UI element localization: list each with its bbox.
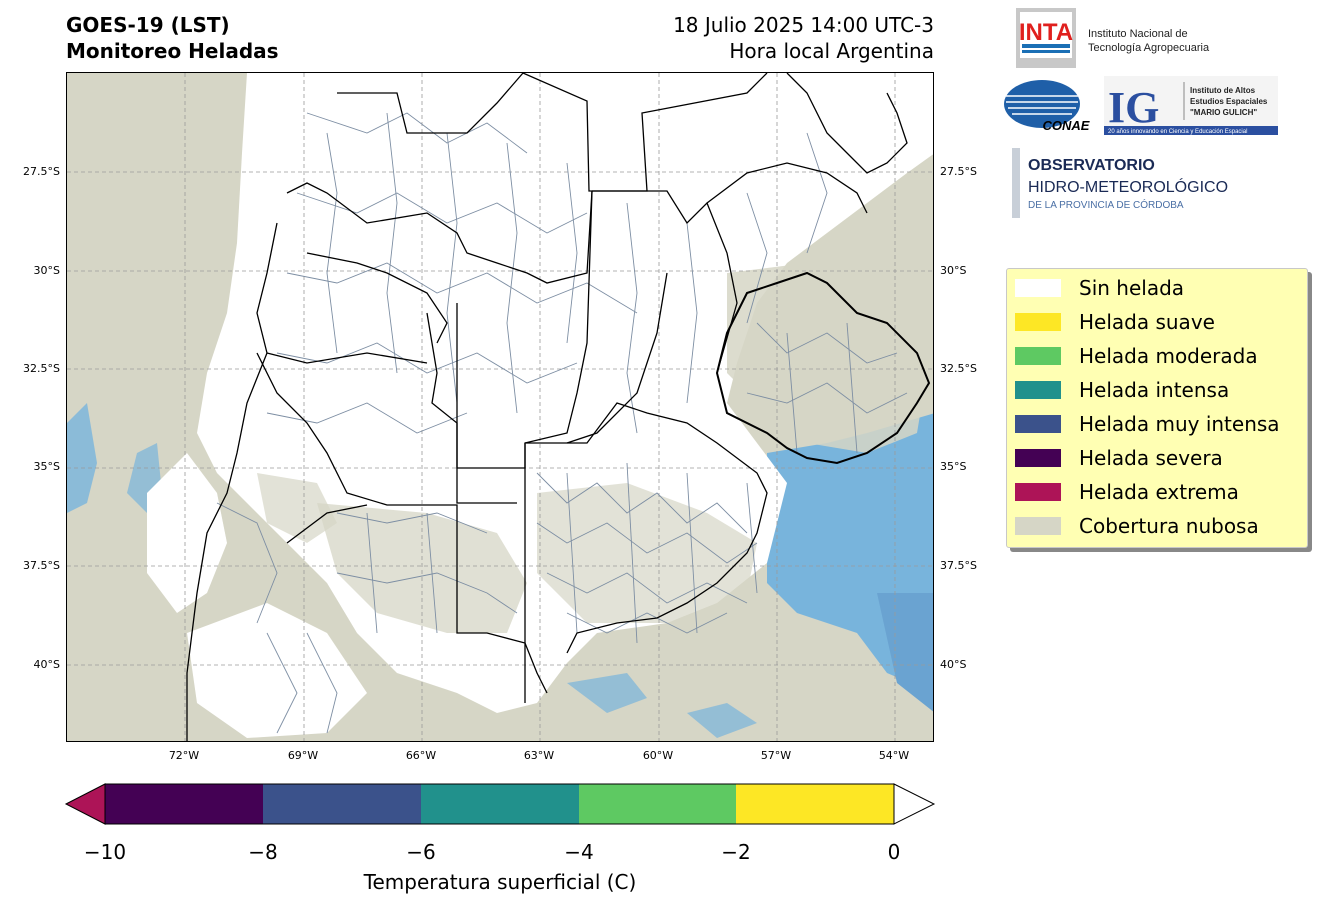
temperature-colorbar [64,783,936,825]
map-datetime: 18 Julio 2025 14:00 UTC-3 Hora local Arg… [560,12,934,64]
institution-logos: INTA Instituto Nacional de Tecnología Ag… [1000,0,1300,230]
legend-label: Helada suave [1079,310,1215,334]
colorbar-tick: 0 [887,840,901,864]
title-line-2: Monitoreo Heladas [66,39,279,63]
lon-tick: 63°W [523,749,555,762]
department-boundaries [216,112,908,734]
legend-swatch [1015,381,1061,399]
lat-tick-right: 30°S [940,264,967,277]
lat-tick-left: 37.5°S [23,559,60,572]
legend-label: Helada muy intensa [1079,412,1280,436]
ig-tagline: 20 años innovando en Ciencia y Educación… [1108,129,1247,135]
colorbar-tick: −2 [721,840,751,864]
legend-label: Helada extrema [1079,480,1239,504]
ocean-clear-area-dark [877,593,933,712]
map-title: GOES-19 (LST) Monitoreo Heladas [66,12,279,64]
conae-mark: CONAE [1043,118,1090,133]
province-boundaries [186,73,931,741]
lat-tick-right: 35°S [940,460,967,473]
inta-logo: INTA Instituto Nacional de Tecnología Ag… [1016,8,1210,68]
conae-logo: CONAE [1004,80,1090,133]
clear-patagonia-region [187,603,367,738]
legend-label: Helada moderada [1079,344,1258,368]
lat-tick-left: 35°S [33,460,60,473]
legend-item-helada-moderada: Helada moderada [1015,341,1258,371]
colorbar-segment [579,784,736,824]
colorbar-tick: −6 [406,840,436,864]
legend-item-helada-intensa: Helada intensa [1015,375,1229,405]
inta-name-line-2: Tecnología Agropecuaria [1088,42,1210,54]
legend-item-helada-muy-intensa: Helada muy intensa [1015,409,1280,439]
observatorio-line-2: HIDRO-METEOROLÓGICO [1028,177,1228,196]
sea-clear-patch [567,673,647,713]
ig-line-3: "MARIO GULICH" [1190,108,1257,117]
lat-tick-right: 37.5°S [940,559,977,572]
ig-logo: IG Instituto de Altos Estudios Espaciale… [1104,76,1278,135]
colorbar-under-extension [64,783,106,825]
title-line-1: GOES-19 (LST) [66,13,230,37]
ig-mark: IG [1108,83,1159,132]
logos-canvas: INTA Instituto Nacional de Tecnología Ag… [1004,8,1278,218]
lat-tick-left: 30°S [33,264,60,277]
legend-swatch [1015,347,1061,365]
lat-tick-left: 40°S [33,658,60,671]
legend-item-helada-suave: Helada suave [1015,307,1215,337]
legend-swatch [1015,415,1061,433]
lat-tick-left: 32.5°S [23,362,60,375]
ig-line-1: Instituto de Altos [1190,86,1256,95]
legend-item-helada-extrema: Helada extrema [1015,477,1239,507]
legend-swatch [1015,517,1061,535]
lon-tick: 60°W [642,749,674,762]
frost-map [66,72,934,742]
inta-mark: INTA [1019,19,1073,46]
lat-tick-right: 32.5°S [940,362,977,375]
observatorio-logo: OBSERVATORIO HIDRO-METEOROLÓGICO DE LA P… [1012,148,1228,218]
lon-tick: 57°W [760,749,792,762]
legend-label: Sin helada [1079,276,1185,300]
observatorio-line-3: DE LA PROVINCIA DE CÓRDOBA [1028,198,1184,211]
ig-line-2: Estudios Espaciales [1190,97,1268,106]
legend-item-cobertura-nubosa: Cobertura nubosa [1015,511,1259,541]
map-canvas [67,73,933,741]
colorbar-tick: −4 [564,840,594,864]
lon-tick: 66°W [405,749,437,762]
colorbar-over-extension [893,783,936,825]
colorbar-tick: −10 [83,840,127,864]
legend-swatch [1015,279,1061,297]
lon-tick: 54°W [878,749,910,762]
legend-swatch [1015,483,1061,501]
colorbar-segment [263,784,421,824]
time-note: Hora local Argentina [729,39,934,63]
legend-item-helada-severa: Helada severa [1015,443,1223,473]
lon-tick: 72°W [168,749,200,762]
colorbar-segment [421,784,579,824]
colorbar-outline [104,783,895,825]
date-line: 18 Julio 2025 14:00 UTC-3 [673,13,934,37]
colorbar-segment [736,784,894,824]
legend-label: Helada intensa [1079,378,1230,402]
lat-tick-left: 27.5°S [23,165,60,178]
observatorio-line-1: OBSERVATORIO [1028,157,1155,174]
legend-label: Helada severa [1079,446,1223,470]
sea-clear-patch-2 [687,703,757,738]
colorbar-tick: −8 [248,840,278,864]
legend-item-sin-helada: Sin helada [1015,273,1184,303]
inta-name-line-1: Instituto Nacional de [1088,28,1188,40]
legend-swatch [1015,313,1061,331]
cloud-patch-west [257,473,337,543]
legend-swatch [1015,449,1061,467]
colorbar-segment [105,784,263,824]
pacific-clear-area [67,403,97,513]
cloud-patch-center [317,503,527,633]
colorbar-title: Temperatura superficial (C) [363,870,637,894]
clear-andes-region [147,453,227,613]
frost-legend: Sin helada Helada suave Helada moderada … [1006,268,1308,548]
lon-tick: 69°W [287,749,319,762]
legend-label: Cobertura nubosa [1079,514,1259,538]
lat-tick-right: 40°S [940,658,967,671]
lat-tick-right: 27.5°S [940,165,977,178]
